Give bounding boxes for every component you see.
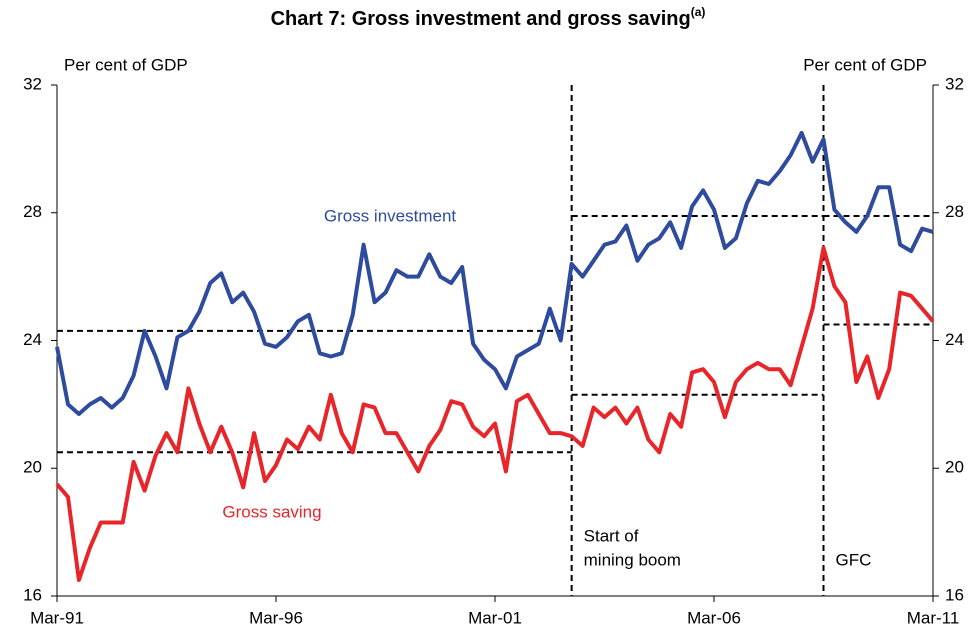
y-tick-label: 24 [23, 330, 42, 349]
y2-tick-label: 28 [945, 202, 964, 221]
x-tick-label: Mar-01 [468, 608, 522, 627]
y-axis-label: Per cent of GDP [64, 55, 188, 74]
title-text: Chart 7: Gross investment and gross savi… [271, 8, 691, 30]
y2-axis-label: Per cent of GDP [803, 55, 927, 74]
y2-tick-label: 16 [945, 585, 964, 604]
x-tick-label: Mar-06 [687, 608, 741, 627]
y2-tick-label: 32 [945, 74, 964, 93]
series-line [55, 130, 934, 416]
series-label: Gross saving [222, 502, 321, 521]
x-tick-label: Mar-11 [907, 608, 960, 627]
y2-tick-label: 20 [945, 458, 964, 477]
series-label: Gross investment [324, 206, 457, 225]
y-tick-label: 20 [23, 458, 42, 477]
period-label: GFC [836, 550, 872, 569]
period-label: Start of [584, 526, 639, 545]
series-line [55, 245, 935, 582]
y-tick-label: 16 [23, 585, 42, 604]
y2-tick-label: 24 [945, 330, 964, 349]
title-note: (a) [691, 5, 706, 19]
chart-title: Chart 7: Gross investment and gross savi… [271, 5, 706, 30]
x-tick-label: Mar-91 [30, 608, 84, 627]
x-tick-label: Mar-96 [249, 608, 303, 627]
y-tick-label: 28 [23, 202, 42, 221]
period-label: mining boom [584, 550, 681, 569]
y-tick-label: 32 [23, 74, 42, 93]
